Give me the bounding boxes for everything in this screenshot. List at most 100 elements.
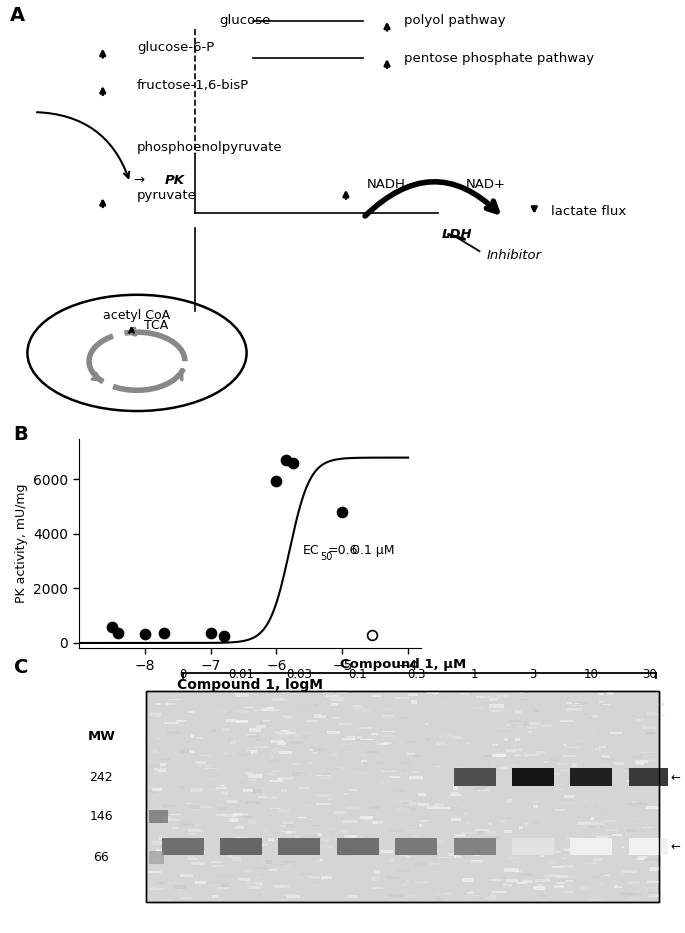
Bar — [541, 724, 552, 728]
Bar — [317, 842, 323, 844]
Bar — [154, 716, 160, 717]
Bar — [602, 755, 610, 759]
Bar — [408, 717, 416, 719]
Bar — [627, 781, 634, 782]
Bar — [356, 729, 358, 730]
Bar — [182, 798, 187, 799]
Bar — [179, 822, 192, 825]
Bar — [435, 748, 447, 751]
Text: NAD+: NAD+ — [466, 178, 506, 191]
Bar — [216, 787, 227, 788]
Bar — [325, 882, 335, 885]
Bar — [284, 859, 299, 860]
Bar — [242, 816, 254, 818]
Bar — [278, 777, 292, 780]
Text: 3: 3 — [530, 668, 536, 681]
Bar — [532, 852, 538, 856]
Bar — [188, 856, 200, 857]
Bar — [302, 836, 317, 838]
Bar — [599, 825, 603, 828]
Bar — [378, 841, 386, 842]
Bar — [225, 712, 232, 714]
Bar — [247, 733, 256, 736]
Bar — [597, 730, 602, 733]
Bar — [563, 848, 570, 851]
Bar — [166, 731, 181, 734]
Bar — [492, 891, 507, 893]
Bar — [534, 886, 541, 888]
Bar — [235, 826, 244, 829]
Bar — [170, 694, 179, 695]
Bar — [225, 719, 236, 722]
Bar — [381, 850, 393, 853]
Bar — [192, 766, 204, 767]
Bar — [516, 882, 526, 884]
Bar — [382, 770, 395, 773]
Bar — [299, 813, 303, 815]
Bar — [609, 732, 623, 734]
Bar — [266, 773, 275, 774]
Bar — [175, 858, 182, 859]
Bar — [410, 840, 414, 842]
Bar — [209, 882, 224, 883]
Bar — [648, 894, 660, 898]
Bar — [509, 719, 522, 722]
Bar — [383, 743, 392, 745]
Bar — [396, 854, 399, 856]
Bar — [269, 760, 281, 762]
Bar — [153, 772, 160, 773]
Bar — [473, 860, 480, 861]
Bar — [558, 763, 568, 764]
Bar — [277, 778, 284, 781]
Bar — [469, 891, 474, 892]
Bar — [168, 699, 182, 700]
Bar — [419, 824, 422, 828]
Bar — [582, 773, 595, 775]
Bar — [232, 857, 240, 861]
Bar — [281, 849, 293, 850]
Bar — [269, 838, 273, 841]
Bar — [179, 786, 184, 789]
Bar — [246, 882, 259, 884]
Bar — [580, 769, 589, 771]
Bar — [255, 839, 262, 841]
Bar — [401, 807, 416, 811]
Bar — [449, 810, 458, 814]
Bar — [352, 842, 355, 846]
Bar — [630, 715, 634, 717]
Bar — [200, 755, 212, 757]
Bar — [550, 850, 561, 853]
Bar — [414, 862, 426, 866]
Bar — [542, 781, 547, 785]
Bar — [545, 761, 548, 762]
Bar — [526, 845, 536, 847]
Bar — [506, 879, 518, 882]
Bar — [418, 802, 429, 806]
Bar — [174, 885, 186, 889]
Bar — [260, 709, 269, 711]
Bar — [475, 829, 489, 830]
Bar — [344, 793, 349, 795]
Bar — [436, 703, 449, 704]
Bar — [160, 763, 166, 766]
Bar — [507, 799, 512, 802]
Bar — [495, 755, 506, 757]
Bar — [295, 709, 310, 713]
Bar — [262, 708, 275, 711]
Bar — [350, 788, 357, 790]
Bar — [180, 873, 193, 877]
Bar — [646, 731, 655, 735]
Bar — [313, 881, 316, 884]
Bar — [216, 710, 228, 712]
Bar — [438, 895, 453, 896]
Bar — [363, 818, 372, 820]
Bar — [212, 895, 219, 898]
Bar — [148, 727, 154, 728]
Text: 10: 10 — [584, 668, 599, 681]
Bar — [352, 782, 360, 786]
Bar — [640, 752, 655, 754]
Bar — [447, 852, 452, 856]
Bar — [390, 894, 403, 898]
Bar — [160, 758, 170, 759]
Bar — [283, 821, 292, 824]
